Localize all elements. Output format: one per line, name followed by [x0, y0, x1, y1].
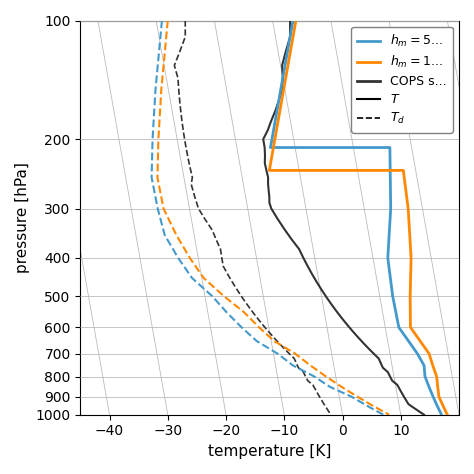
Y-axis label: pressure [hPa]: pressure [hPa] — [15, 162, 30, 273]
X-axis label: temperature [K]: temperature [K] — [208, 444, 331, 459]
Legend: $h_m = 5$..., $h_m = 1$..., COPS s..., $T$, $T_d$: $h_m = 5$..., $h_m = 1$..., COPS s..., $… — [351, 27, 453, 133]
